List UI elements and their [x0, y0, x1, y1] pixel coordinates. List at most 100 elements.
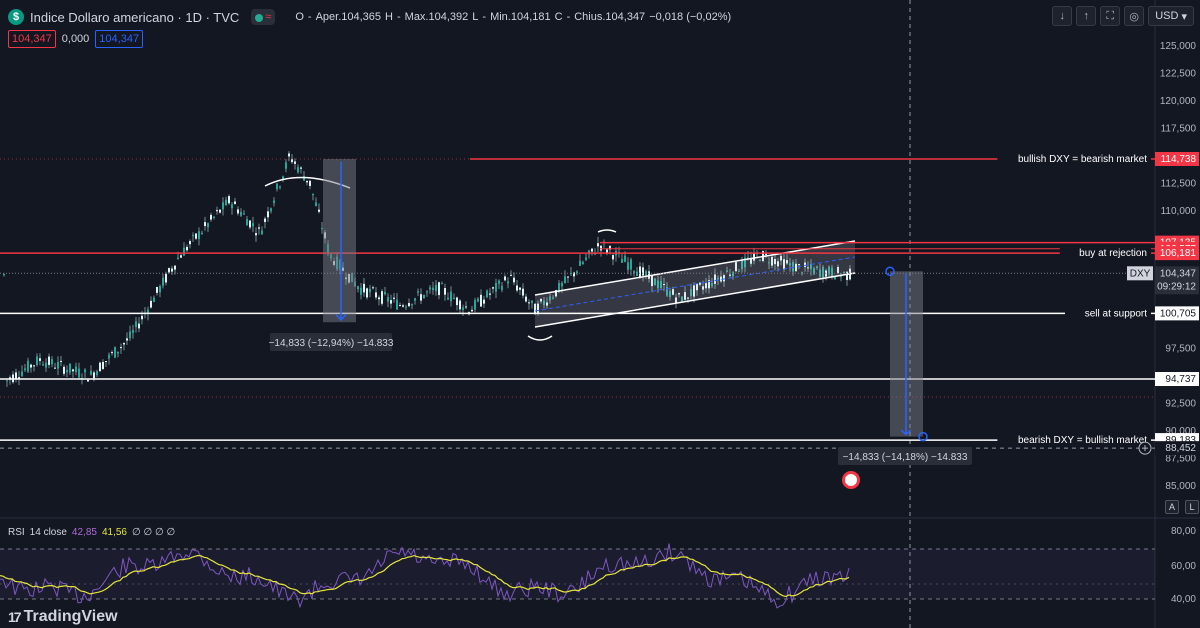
candle-body: [276, 183, 278, 190]
rsi-ma-value: 41,56: [101, 527, 127, 538]
candle-body: [381, 291, 383, 304]
candle-body: [561, 282, 563, 287]
log-scale-button[interactable]: L: [1185, 500, 1199, 514]
candle-body: [177, 257, 179, 259]
candle-body: [525, 296, 527, 302]
price-axis-tick: 97,500: [1165, 344, 1196, 355]
candle-body: [312, 193, 314, 196]
candle-body: [306, 180, 308, 183]
candle-body: [60, 360, 62, 362]
candle-body: [789, 263, 791, 266]
candle-body: [708, 280, 710, 289]
candle-body: [528, 302, 530, 304]
candle-body: [690, 289, 692, 297]
tradingview-logo[interactable]: 17 TradingView: [8, 608, 118, 626]
candle-body: [585, 257, 587, 260]
candle-body: [792, 262, 794, 272]
ohlc-close-value: Chius.104,347: [574, 11, 646, 23]
candle-body: [768, 262, 770, 264]
candle-body: [363, 283, 365, 293]
candle-body: [621, 259, 623, 263]
candle-body: [627, 262, 629, 270]
symbol-title[interactable]: Indice Dollaro americano · 1D · TVC: [30, 9, 240, 25]
candle-body: [567, 276, 569, 278]
us-event-flag-inner: [845, 474, 857, 486]
screenshot-icon[interactable]: ◎: [1124, 6, 1145, 26]
candle-body: [54, 367, 56, 369]
candle-body: [222, 202, 224, 210]
candle-body: [777, 261, 779, 267]
candle-body: [192, 234, 194, 236]
candle-body: [105, 361, 107, 363]
candle-body: [807, 267, 809, 269]
sell-price-button[interactable]: 104,347: [8, 30, 56, 48]
candle-body: [216, 210, 218, 212]
candle-body: [531, 300, 533, 304]
candle-body: [210, 214, 212, 220]
candle-body: [87, 379, 89, 382]
top-right-toolbar: ↓ ↑ ⛶ ◎ USD ▾: [1052, 6, 1194, 26]
candle-body: [816, 266, 818, 268]
price-axis-tick: 125,000: [1160, 41, 1197, 52]
candle-body: [279, 186, 281, 188]
ohlc-values: O - Aper.104,365 H - Max.104,392 L - Min…: [295, 11, 732, 23]
candle-body: [744, 257, 746, 268]
candle-body: [543, 300, 545, 305]
candle-body: [243, 213, 245, 215]
candle-body: [429, 287, 431, 290]
candle-body: [597, 243, 599, 247]
candle-body: [150, 300, 152, 308]
candle-body: [699, 282, 701, 285]
rsi-name[interactable]: RSI: [8, 527, 25, 538]
chevron-down-icon: ▾: [1181, 10, 1187, 23]
candle-body: [195, 233, 197, 239]
candle-body: [126, 338, 128, 341]
candle-body: [717, 277, 719, 280]
candle-body: [297, 167, 299, 173]
price-axis-tick: 112,500: [1161, 179, 1197, 190]
upload-icon[interactable]: ↑: [1076, 6, 1097, 26]
candle-body: [516, 285, 518, 291]
arrow-down-icon[interactable]: ↓: [1052, 6, 1073, 26]
candle-body: [633, 271, 635, 274]
candle-body: [576, 271, 578, 274]
candle-body: [36, 356, 38, 365]
candle-body: [366, 288, 368, 298]
measure-label-bg-2: [838, 447, 972, 465]
candle-body: [246, 218, 248, 226]
candle-body: [207, 223, 209, 228]
candle-body: [687, 297, 689, 299]
candle-body: [156, 287, 158, 293]
candle-body: [228, 196, 230, 204]
price-tag: 94,737: [1165, 374, 1196, 385]
auto-scale-button[interactable]: A: [1165, 500, 1179, 514]
candle-body: [462, 307, 464, 311]
candle-body: [15, 372, 17, 380]
measure-arrowhead-2: [900, 429, 912, 436]
trade-buttons: 104,347 0,000 104,347: [8, 30, 144, 48]
candle-body: [612, 255, 614, 260]
candle-body: [735, 262, 737, 272]
candle-body: [159, 286, 161, 293]
ohlc-high-value: Max.104,392: [404, 11, 469, 23]
candle-body: [33, 365, 35, 367]
ohlc-close-key: C: [554, 11, 563, 23]
candle-body: [564, 276, 566, 283]
candle-body: [711, 283, 713, 287]
candle-body: [453, 297, 455, 299]
candle-body: [162, 277, 164, 286]
candle-body: [153, 297, 155, 302]
tradingview-mark-icon: 17: [8, 609, 22, 625]
candle-body: [549, 296, 551, 301]
channel-mid-line: [534, 256, 856, 312]
fullscreen-icon[interactable]: ⛶: [1100, 6, 1121, 26]
wave-icon: ≈: [265, 11, 272, 23]
candle-body: [480, 294, 482, 307]
candle-body: [492, 287, 494, 289]
market-status-pill[interactable]: ≈: [251, 9, 276, 25]
currency-select[interactable]: USD ▾: [1148, 6, 1194, 26]
candle-body: [96, 371, 98, 376]
candle-body: [99, 362, 101, 372]
buy-price-button[interactable]: 104,347: [95, 30, 144, 48]
